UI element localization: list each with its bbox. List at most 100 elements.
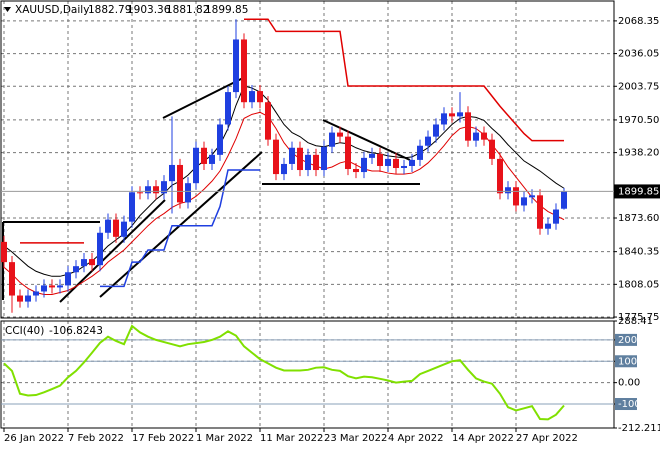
date-label: 1 Mar 2022 [196, 433, 253, 444]
candle-body [193, 147, 199, 184]
candle-body [513, 187, 519, 206]
candle-body [529, 195, 535, 198]
candle-body [561, 191, 567, 209]
candle-body [105, 219, 111, 233]
candle-body [457, 112, 463, 117]
date-label: 17 Feb 2022 [132, 433, 194, 444]
candle-body [81, 259, 87, 267]
candle-body [65, 272, 71, 286]
candle-body [73, 266, 79, 273]
candle-body [57, 285, 63, 288]
candle-body [553, 209, 559, 224]
header-low: 1881.82 [166, 4, 209, 16]
date-label: 11 Mar 2022 [260, 433, 323, 444]
candle-body [249, 91, 255, 103]
trendline [99, 151, 263, 298]
candle-body [257, 91, 263, 103]
candle-body [353, 169, 359, 173]
header-high: 1903.36 [127, 4, 171, 16]
date-label: 23 Mar 2022 [324, 433, 387, 444]
last-price-box [614, 184, 660, 199]
candle-body [489, 139, 495, 159]
indicator-line [3, 324, 565, 421]
candle-body [401, 165, 407, 169]
date-label: 26 Jan 2022 [4, 433, 64, 444]
candle-body [113, 219, 119, 237]
candle-body [273, 139, 279, 175]
candle-body [265, 102, 271, 140]
y-tick-label: 2003.75 [618, 81, 659, 92]
y-tick-label: 2068.35 [618, 16, 659, 27]
candle-body [297, 147, 303, 171]
candle-body [481, 132, 487, 140]
y-tick-label: 1938.20 [618, 148, 659, 159]
candle-body [385, 158, 391, 166]
candle-body [161, 181, 167, 194]
y-tick-label: -212.2113 [618, 423, 660, 434]
candle-body [545, 223, 551, 229]
candle-body [377, 153, 383, 166]
candle-body [505, 187, 511, 194]
candle-body [129, 192, 135, 222]
candle-body [281, 163, 287, 175]
level-label-box [615, 398, 637, 411]
header-open: 1882.79 [88, 4, 131, 16]
indicator-title: CCI(40) [5, 325, 44, 337]
candle-body [177, 164, 183, 203]
candle-body [321, 146, 327, 171]
chart-title: XAUUSD,Daily [15, 4, 89, 16]
indicator-line [100, 169, 260, 288]
candle-body [409, 159, 415, 166]
candle-body [41, 285, 47, 292]
y-tick-label: 100 [618, 356, 637, 367]
candle-body [185, 183, 191, 203]
candle-body [369, 153, 375, 158]
y-tick-label: 1840.35 [618, 247, 659, 258]
candle-body [465, 112, 471, 141]
candle-body [121, 221, 127, 237]
candle-body [49, 285, 55, 288]
candle-body [1, 241, 7, 263]
candle-body [521, 197, 527, 206]
trendline [162, 77, 244, 119]
price-pane-border [0, 0, 615, 319]
candle-body [345, 136, 351, 170]
candle-body [97, 232, 103, 266]
candle-body [289, 147, 295, 164]
y-tick-label: 1873.60 [618, 213, 659, 224]
candle-body [433, 124, 439, 137]
candle-body [145, 186, 151, 194]
last-price-label: 1899.85 [618, 186, 659, 197]
y-tick-label: 1808.05 [618, 279, 659, 290]
candle-body [329, 132, 335, 147]
candle-body [17, 295, 23, 302]
candle-body [233, 39, 239, 93]
candle-body [441, 113, 447, 125]
date-label: 4 Apr 2022 [388, 433, 443, 444]
candle-body [217, 124, 223, 155]
candle-body [209, 154, 215, 164]
candle-body [169, 164, 175, 182]
y-tick-label: 200 [618, 335, 637, 346]
indicator-line [20, 18, 564, 244]
date-label: 27 Apr 2022 [516, 433, 578, 444]
date-label: 14 Apr 2022 [452, 433, 514, 444]
candle-body [497, 158, 503, 194]
candle-body [305, 154, 311, 171]
candle-body [313, 154, 319, 171]
candle-body [393, 158, 399, 169]
y-tick-label: 2036.05 [618, 49, 659, 60]
candle-body [241, 39, 247, 103]
candle-body [137, 192, 143, 194]
candle-body [25, 295, 31, 302]
candle-body [449, 113, 455, 117]
candle-body [473, 132, 479, 141]
candle-body [225, 92, 231, 125]
candle-body [417, 145, 423, 160]
candle-body [153, 186, 159, 194]
menu-icon [4, 7, 11, 12]
level-label-box [615, 333, 637, 346]
y-tick-label: -100 [618, 399, 641, 410]
candle-body [425, 136, 431, 146]
